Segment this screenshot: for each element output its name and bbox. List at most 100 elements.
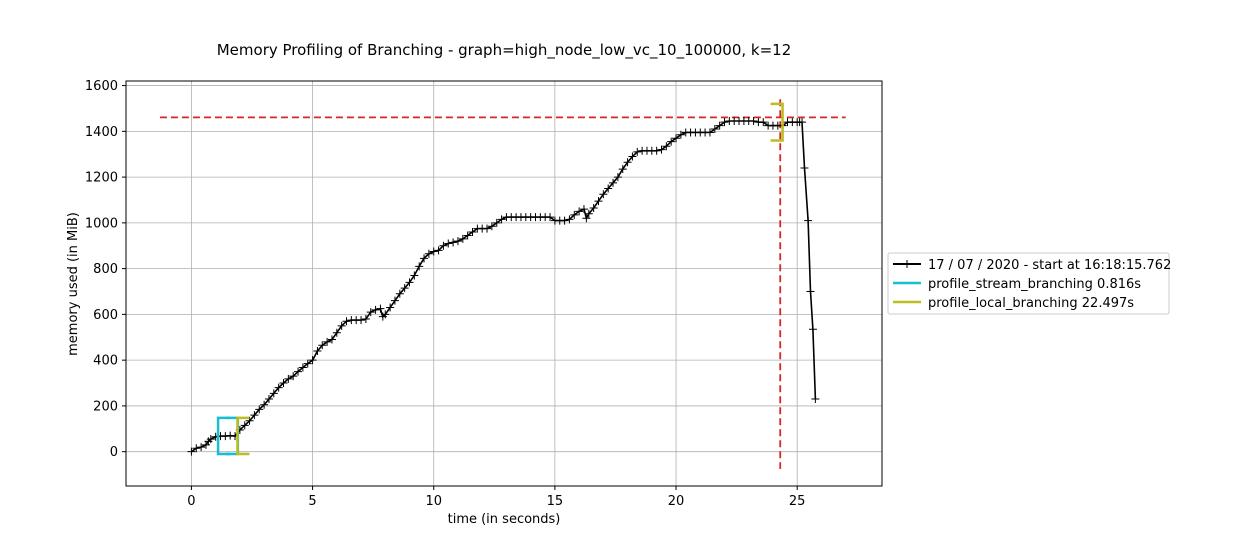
data-point-marker — [420, 254, 429, 263]
data-point-marker — [260, 400, 269, 409]
data-point-marker — [245, 416, 254, 425]
y-tick-label: 200 — [93, 399, 118, 414]
data-point-marker — [584, 209, 593, 218]
data-point-marker — [582, 214, 591, 223]
data-point-marker — [613, 173, 622, 182]
y-tick-label: 0 — [110, 445, 118, 460]
data-point-marker — [676, 130, 685, 139]
data-point-marker — [594, 197, 603, 206]
data-point-marker — [255, 405, 264, 414]
data-point-marker — [424, 249, 433, 258]
x-tick-label: 20 — [668, 494, 685, 509]
data-point-marker — [628, 152, 637, 161]
y-tick-label: 1000 — [85, 216, 118, 231]
plot-area — [159, 99, 846, 469]
data-point-marker — [386, 303, 395, 312]
data-point-marker — [192, 444, 201, 453]
data-point-marker — [361, 314, 370, 323]
chart-title: Memory Profiling of Branching - graph=hi… — [217, 41, 792, 60]
data-point-marker — [371, 305, 380, 314]
data-point-marker — [279, 379, 288, 388]
data-point-marker — [187, 447, 196, 456]
data-point-marker — [376, 304, 385, 313]
data-point-marker — [623, 158, 632, 167]
data-point-marker — [197, 443, 206, 452]
data-point-marker — [811, 395, 820, 404]
x-axis-ticks: 0 5 10 15 20 25 — [187, 486, 805, 509]
data-point-marker — [323, 337, 332, 346]
axes-frame — [125, 80, 883, 487]
data-point-marker — [318, 341, 327, 350]
x-tick-label: 15 — [547, 494, 564, 509]
data-point-marker — [715, 121, 724, 130]
data-point-marker — [652, 146, 661, 155]
data-point-marker — [400, 284, 409, 293]
x-axis-label: time (in seconds) — [448, 512, 561, 527]
data-point-marker — [405, 278, 414, 287]
data-point-marker — [806, 287, 815, 296]
data-point-marker — [570, 210, 579, 219]
data-point-marker — [579, 205, 588, 214]
data-point-marker — [395, 289, 404, 298]
grid-lines — [126, 81, 882, 486]
data-point-marker — [804, 216, 813, 225]
y-tick-label: 1600 — [85, 79, 118, 94]
data-point-marker — [298, 363, 307, 372]
data-point-marker — [337, 321, 346, 330]
data-point-marker — [609, 178, 618, 187]
axes-border — [125, 80, 883, 487]
data-point-marker — [546, 213, 555, 222]
data-point-marker — [458, 234, 467, 243]
data-point-marker — [662, 142, 671, 151]
data-point-marker — [749, 117, 758, 126]
y-tick-label: 1200 — [85, 171, 118, 186]
data-point-marker — [332, 328, 341, 337]
legend-label-series-2: profile_stream_branching 0.816s — [928, 277, 1141, 292]
data-point-marker — [240, 421, 249, 430]
data-point-marker — [308, 356, 317, 365]
x-tick-label: 25 — [789, 494, 806, 509]
y-tick-label: 600 — [93, 308, 118, 323]
data-point-marker — [439, 241, 448, 250]
data-point-marker — [463, 231, 472, 240]
legend-marker-plus-icon — [903, 260, 911, 268]
data-point-marker — [599, 190, 608, 199]
data-point-marker — [618, 165, 627, 174]
data-point-marker — [710, 125, 719, 134]
y-tick-label: 800 — [93, 262, 118, 277]
data-point-marker — [415, 262, 424, 271]
data-point-marker — [800, 163, 809, 172]
legend-label-series-1: 17 / 07 / 2020 - start at 16:18:15.762 — [928, 258, 1171, 273]
data-point-marker — [342, 317, 351, 326]
data-point-marker — [468, 228, 477, 237]
y-tick-label: 400 — [93, 354, 118, 369]
data-point-marker — [589, 203, 598, 212]
data-point-marker — [390, 296, 399, 305]
data-point-marker — [303, 359, 312, 368]
data-point-marker — [429, 247, 438, 256]
data-point-marker — [672, 134, 681, 143]
data-point-marker — [487, 222, 496, 231]
data-point-marker — [759, 118, 768, 127]
y-axis-label: memory used (in MiB) — [66, 212, 81, 356]
data-point-marker — [449, 238, 458, 247]
data-point-marker — [269, 389, 278, 398]
data-point-marker — [808, 325, 817, 334]
x-tick-label: 10 — [425, 494, 442, 509]
data-point-marker — [492, 218, 501, 227]
data-point-marker — [381, 310, 390, 319]
data-point-marker — [483, 224, 492, 233]
data-point-marker — [604, 184, 613, 193]
data-point-marker — [667, 137, 676, 146]
data-point-marker — [444, 239, 453, 248]
data-point-marker — [294, 367, 303, 376]
x-tick-label: 0 — [187, 494, 195, 509]
data-point-marker — [313, 347, 322, 355]
data-point-marker — [357, 316, 366, 325]
data-point-marker — [705, 128, 714, 137]
data-point-marker — [289, 372, 298, 381]
data-point-marker — [497, 215, 506, 224]
data-point-marker — [284, 374, 293, 383]
data-point-marker — [657, 145, 666, 154]
